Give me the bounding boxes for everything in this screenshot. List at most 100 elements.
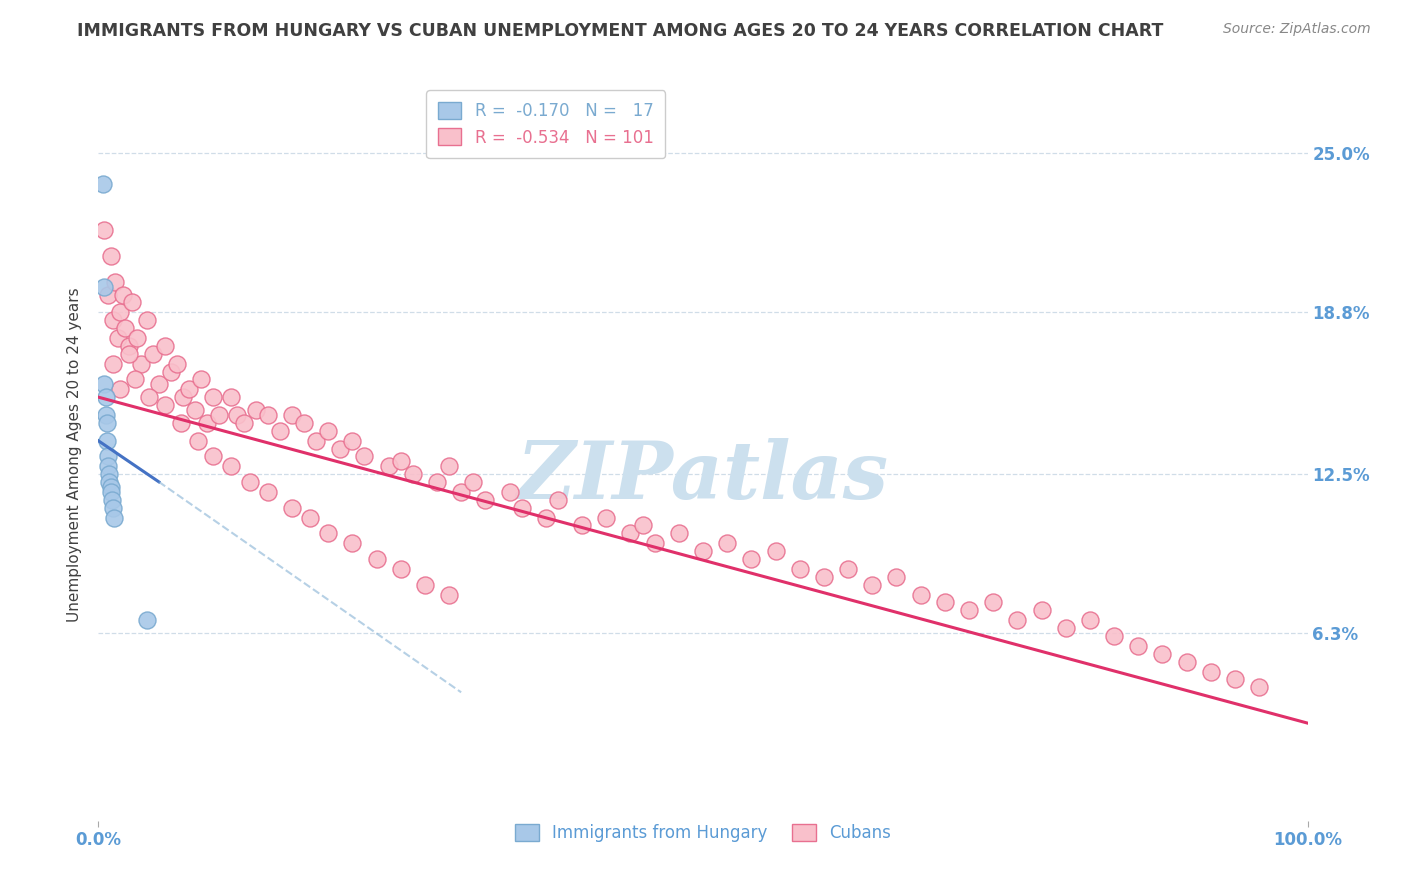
- Point: [402, 467, 425, 482]
- Point: [292, 416, 315, 430]
- Point: [208, 408, 231, 422]
- Point: [153, 339, 176, 353]
- Point: [179, 383, 201, 397]
- Point: [160, 364, 183, 378]
- Point: [316, 424, 339, 438]
- Point: [172, 390, 194, 404]
- Point: [103, 510, 125, 524]
- Point: [91, 177, 114, 191]
- Point: [97, 459, 120, 474]
- Point: [329, 442, 352, 456]
- Point: [305, 434, 328, 448]
- Point: [437, 459, 460, 474]
- Point: [93, 377, 115, 392]
- Point: [619, 526, 641, 541]
- Point: [1054, 621, 1077, 635]
- Point: [96, 416, 118, 430]
- Point: [153, 398, 176, 412]
- Point: [256, 485, 278, 500]
- Point: [281, 408, 304, 422]
- Point: [765, 544, 787, 558]
- Point: [389, 562, 412, 576]
- Point: [510, 500, 533, 515]
- Point: [740, 552, 762, 566]
- Y-axis label: Unemployment Among Ages 20 to 24 years: Unemployment Among Ages 20 to 24 years: [67, 287, 83, 623]
- Point: [281, 500, 304, 515]
- Point: [104, 275, 127, 289]
- Point: [389, 454, 412, 468]
- Point: [98, 467, 121, 482]
- Point: [1078, 614, 1101, 628]
- Point: [93, 280, 115, 294]
- Point: [93, 223, 115, 237]
- Point: [534, 510, 557, 524]
- Point: [101, 500, 124, 515]
- Point: [190, 372, 212, 386]
- Point: [108, 383, 131, 397]
- Point: [138, 390, 160, 404]
- Point: [886, 570, 908, 584]
- Point: [1007, 614, 1029, 628]
- Point: [957, 603, 980, 617]
- Point: [716, 536, 738, 550]
- Point: [1031, 603, 1053, 617]
- Point: [437, 588, 460, 602]
- Point: [316, 526, 339, 541]
- Point: [94, 408, 117, 422]
- Point: [692, 544, 714, 558]
- Point: [595, 510, 617, 524]
- Text: ZIPatlas: ZIPatlas: [517, 438, 889, 516]
- Point: [837, 562, 859, 576]
- Point: [100, 249, 122, 263]
- Point: [101, 313, 124, 327]
- Point: [269, 424, 291, 438]
- Point: [1152, 647, 1174, 661]
- Point: [450, 485, 472, 500]
- Text: IMMIGRANTS FROM HUNGARY VS CUBAN UNEMPLOYMENT AMONG AGES 20 TO 24 YEARS CORRELAT: IMMIGRANTS FROM HUNGARY VS CUBAN UNEMPLO…: [77, 22, 1164, 40]
- Point: [860, 577, 883, 591]
- Point: [96, 434, 118, 448]
- Point: [1223, 673, 1246, 687]
- Point: [1102, 629, 1125, 643]
- Point: [142, 346, 165, 360]
- Point: [166, 357, 188, 371]
- Point: [97, 449, 120, 463]
- Point: [245, 403, 267, 417]
- Point: [135, 313, 157, 327]
- Point: [121, 295, 143, 310]
- Point: [413, 577, 436, 591]
- Point: [97, 287, 120, 301]
- Point: [1175, 655, 1198, 669]
- Point: [129, 357, 152, 371]
- Point: [342, 434, 364, 448]
- Point: [631, 518, 654, 533]
- Legend: Immigrants from Hungary, Cubans: Immigrants from Hungary, Cubans: [509, 817, 897, 849]
- Point: [148, 377, 170, 392]
- Point: [353, 449, 375, 463]
- Point: [299, 510, 322, 524]
- Point: [668, 526, 690, 541]
- Point: [547, 492, 569, 507]
- Point: [256, 408, 278, 422]
- Point: [813, 570, 835, 584]
- Point: [232, 416, 254, 430]
- Point: [187, 434, 209, 448]
- Point: [98, 475, 121, 489]
- Point: [111, 287, 134, 301]
- Point: [107, 331, 129, 345]
- Point: [100, 492, 122, 507]
- Point: [239, 475, 262, 489]
- Point: [981, 595, 1004, 609]
- Point: [202, 390, 225, 404]
- Point: [135, 614, 157, 628]
- Point: [1128, 639, 1150, 653]
- Point: [118, 346, 141, 360]
- Point: [124, 372, 146, 386]
- Point: [366, 552, 388, 566]
- Point: [377, 459, 399, 474]
- Point: [221, 390, 243, 404]
- Point: [169, 416, 191, 430]
- Point: [101, 357, 124, 371]
- Point: [226, 408, 249, 422]
- Point: [114, 321, 136, 335]
